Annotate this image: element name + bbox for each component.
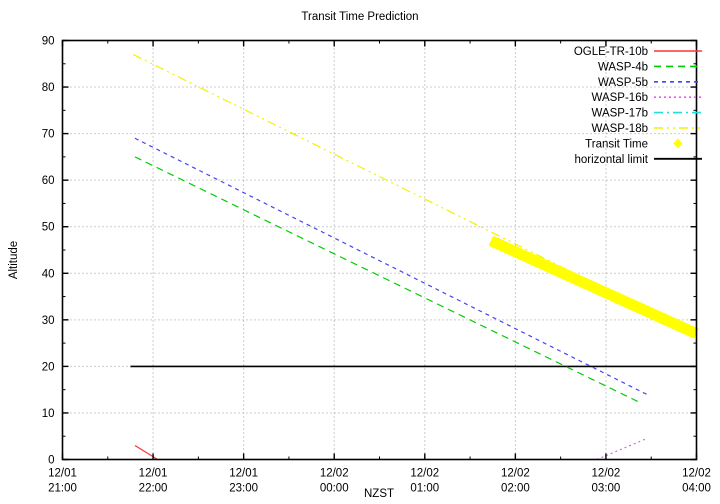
x-tick-label-date: 12/01 [229,468,258,480]
legend-label: WASP-17b [592,108,648,120]
x-tick-label-date: 12/01 [48,468,77,480]
y-tick-label: 90 [42,36,55,48]
y-tick-label: 0 [48,455,54,467]
x-tick-label-time: 04:00 [682,483,711,495]
x-tick-label-time: 03:00 [592,483,621,495]
y-tick-label: 20 [42,361,55,373]
y-tick-label: 40 [42,268,55,280]
x-tick-label-date: 12/02 [592,468,621,480]
x-tick-label-time: 21:00 [48,483,77,495]
legend-label: WASP-5b [598,77,648,89]
series-line-wasp-16b [596,437,647,461]
data-series-layer [132,53,697,461]
axis-ticks [61,39,698,461]
x-tick-label-date: 12/02 [320,468,349,480]
x-tick-label-time: 01:00 [410,483,439,495]
y-tick-label: 30 [42,315,55,327]
legend-label: horizontal limit [575,154,649,166]
x-tick-label-time: 02:00 [501,483,530,495]
y-tick-label: 50 [42,222,55,234]
x-tick-label-time: 00:00 [320,483,349,495]
x-axis-title: NZST [364,488,394,500]
legend-label: WASP-16b [592,92,648,104]
x-tick-label-date: 12/01 [139,468,168,480]
x-tick-label-date: 12/02 [682,468,711,480]
legend-label: OGLE-TR-10b [574,46,648,58]
x-tick-label-date: 12/02 [410,468,439,480]
y-axis-tick-labels: 0 10 20 30 40 50 60 70 80 90 [42,36,55,467]
transit-time-band [488,235,699,339]
chart-legend: OGLE-TR-10b WASP-4b WASP-5b WASP-16b WASP-17… [574,46,702,166]
x-tick-label-time: 23:00 [229,483,258,495]
legend-diamond-marker [673,138,683,149]
y-tick-label: 10 [42,408,55,420]
transit-time-band-line [488,235,699,339]
y-tick-label: 80 [42,82,55,94]
y-tick-label: 70 [42,129,55,141]
x-axis-tick-labels: 12/01 21:00 12/01 22:00 12/01 23:00 12/02 00:00… [48,468,711,495]
chart-title: Transit Time Prediction [301,11,418,23]
y-tick-label: 60 [42,175,55,187]
series-line-wasp-18b [132,53,697,335]
x-tick-label-date: 12/02 [501,468,530,480]
legend-label: WASP-18b [592,123,648,135]
series-line-ogle-tr-10b [134,445,158,461]
legend-label: Transit Time [585,138,648,150]
legend-label: WASP-4b [598,61,648,73]
x-tick-label-time: 22:00 [139,483,168,495]
y-axis-title: Altitude [8,241,20,279]
series-line-wasp-4b [134,156,643,405]
